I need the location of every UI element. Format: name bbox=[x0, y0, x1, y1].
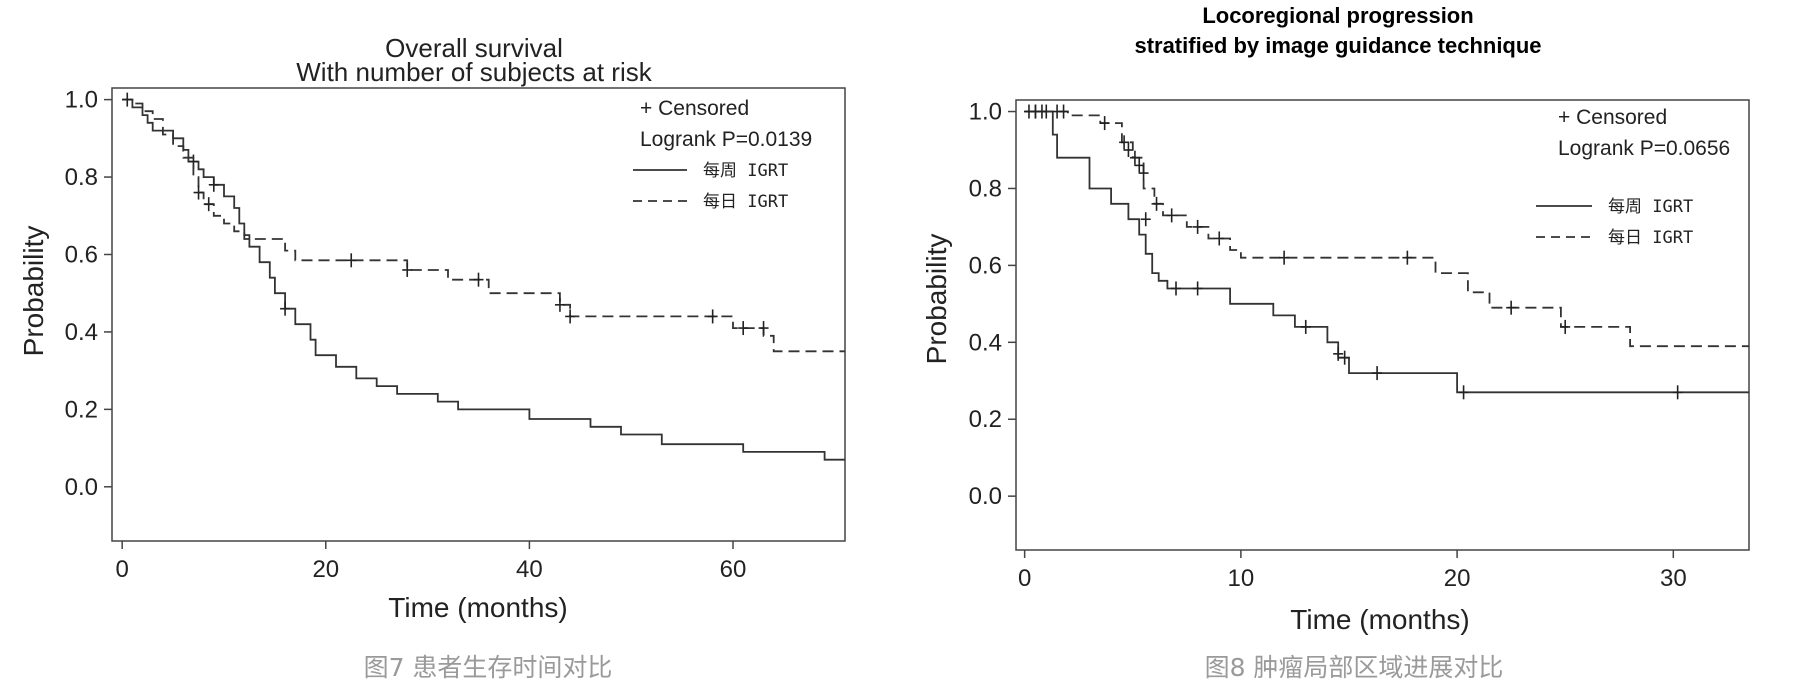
y-tick-label: 0.6 bbox=[65, 241, 98, 268]
chart-overall-survival: Overall survival With number of subjects… bbox=[18, 33, 846, 682]
chart-subtitle: stratified by image guidance technique bbox=[1134, 33, 1541, 58]
legend: + Censored Logrank P=0.0139 每周 IGRT 每日 I… bbox=[633, 97, 812, 212]
x-axis-label: Time (months) bbox=[1290, 604, 1469, 635]
y-tick-label: 0.8 bbox=[65, 164, 98, 191]
x-tick-label: 0 bbox=[1018, 565, 1031, 592]
plot-frame bbox=[1015, 99, 1750, 551]
x-axis-label: Time (months) bbox=[388, 592, 567, 623]
chart-title: Locoregional progression bbox=[1202, 3, 1473, 28]
chart-title: Overall survival bbox=[385, 33, 563, 63]
x-tick-label: 0 bbox=[116, 556, 129, 583]
axis-ticks: 0 10 20 30 1.0 0.8 0.6 0.4 0.2 0.0 bbox=[969, 99, 1687, 592]
x-tick-label: 40 bbox=[516, 556, 543, 583]
plot-frame bbox=[111, 87, 846, 542]
axis-ticks: 0 20 40 60 1.0 0.8 0.6 0.4 0.2 0.0 bbox=[65, 87, 747, 583]
chart-subtitle: With number of subjects at risk bbox=[296, 57, 652, 87]
y-tick-label: 0.6 bbox=[969, 252, 1002, 279]
y-tick-label: 0.4 bbox=[65, 319, 98, 346]
legend: + Censored Logrank P=0.0656 每周 IGRT 每日 I… bbox=[1536, 106, 1730, 248]
x-tick-label: 20 bbox=[1444, 565, 1471, 592]
legend-series-1: 每周 IGRT bbox=[1608, 197, 1693, 217]
legend-series-1: 每周 IGRT bbox=[703, 161, 788, 181]
figure-caption: 图7 患者生存时间对比 bbox=[364, 653, 613, 682]
legend-series-2: 每日 IGRT bbox=[1608, 228, 1693, 248]
x-tick-label: 20 bbox=[312, 556, 339, 583]
chart-locoregional-progression: Locoregional progression stratified by i… bbox=[921, 3, 1750, 682]
progression-curves bbox=[1023, 104, 1749, 400]
series-line-1 bbox=[122, 98, 845, 461]
y-tick-label: 1.0 bbox=[969, 99, 1002, 126]
legend-logrank: Logrank P=0.0139 bbox=[640, 128, 812, 151]
y-tick-label: 0.2 bbox=[969, 406, 1002, 433]
y-tick-label: 0.0 bbox=[65, 474, 98, 501]
y-tick-label: 0.2 bbox=[65, 396, 98, 423]
y-axis-label: Probability bbox=[18, 226, 49, 357]
series-line-1 bbox=[1024, 110, 1749, 394]
y-tick-label: 1.0 bbox=[65, 87, 98, 114]
survival-curves bbox=[122, 92, 845, 461]
y-tick-label: 0.0 bbox=[969, 483, 1002, 510]
y-tick-label: 0.8 bbox=[969, 175, 1002, 202]
x-tick-label: 30 bbox=[1660, 565, 1687, 592]
figure-caption: 图8 肿瘤局部区域进展对比 bbox=[1205, 653, 1504, 682]
legend-censored: + Censored bbox=[640, 97, 749, 120]
legend-censored: + Censored bbox=[1558, 106, 1667, 129]
legend-series-2: 每日 IGRT bbox=[703, 192, 788, 212]
series-line-2 bbox=[1024, 110, 1749, 348]
x-tick-label: 60 bbox=[720, 556, 747, 583]
x-tick-label: 10 bbox=[1228, 565, 1255, 592]
y-axis-label: Probability bbox=[921, 234, 952, 365]
legend-logrank: Logrank P=0.0656 bbox=[1558, 137, 1730, 160]
y-tick-label: 0.4 bbox=[969, 329, 1002, 356]
series-line-2 bbox=[122, 98, 845, 353]
